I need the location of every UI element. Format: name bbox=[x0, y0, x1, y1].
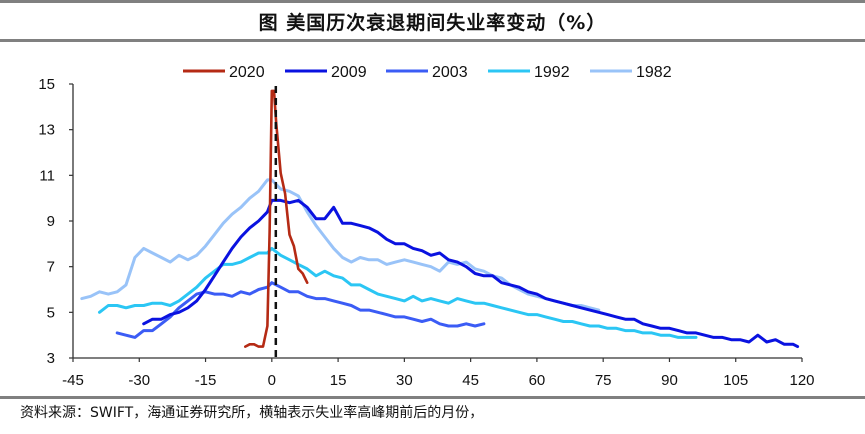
axes: 3 5 7 9 11 13 15 -45 -30 -15 0 15 30 45 60 75 90 105 120 bbox=[38, 76, 814, 389]
x-tick-label: -15 bbox=[195, 372, 217, 389]
chart-title: 图 美国历次衰退期间失业率变动（%） bbox=[258, 11, 607, 34]
x-tick-label: 0 bbox=[268, 372, 276, 389]
legend-item-1992: 1992 bbox=[488, 64, 570, 81]
y-tick-label: 9 bbox=[47, 213, 55, 230]
x-tick-label: -30 bbox=[128, 372, 150, 389]
series-line-2020 bbox=[244, 89, 309, 348]
x-tick-label: 15 bbox=[330, 372, 347, 389]
series-line-2009 bbox=[142, 198, 800, 349]
line-chart: 3 5 7 9 11 13 15 -45 -30 -15 0 15 30 45 60 75 90 105 120 2… bbox=[38, 64, 814, 389]
x-tick-label: 120 bbox=[789, 372, 814, 389]
legend-label: 2020 bbox=[229, 64, 265, 81]
x-tick-label: 30 bbox=[396, 372, 413, 389]
legend-item-2020: 2020 bbox=[183, 64, 265, 81]
x-tick-label: 105 bbox=[723, 372, 748, 389]
legend-item-1982: 1982 bbox=[590, 64, 672, 81]
x-tick-label: 90 bbox=[661, 372, 678, 389]
y-tick-label: 11 bbox=[39, 167, 55, 184]
x-tick-label: 45 bbox=[462, 372, 479, 389]
legend-label: 2009 bbox=[331, 64, 367, 81]
y-tick-label: 5 bbox=[47, 304, 55, 321]
y-tick-label: 15 bbox=[38, 76, 55, 93]
series-line-1982 bbox=[80, 178, 601, 312]
legend: 2020 2009 2003 1992 1982 bbox=[183, 64, 672, 81]
legend-item-2009: 2009 bbox=[285, 64, 367, 81]
series-line-2003 bbox=[115, 281, 486, 339]
legend-label: 2003 bbox=[432, 64, 468, 81]
y-tick-label: 7 bbox=[47, 259, 55, 276]
y-tick-label: 3 bbox=[47, 350, 55, 367]
legend-item-2003: 2003 bbox=[386, 64, 468, 81]
x-tick-label: -45 bbox=[62, 372, 84, 389]
chart-title-bar: 图 美国历次衰退期间失业率变动（%） bbox=[0, 0, 865, 42]
source-note: 资料来源：SWIFT，海通证券研究所，横轴表示失业率高峰期前后的月份， bbox=[20, 405, 484, 421]
y-tick-label: 13 bbox=[38, 122, 55, 139]
source-divider bbox=[0, 396, 865, 399]
legend-label: 1992 bbox=[534, 64, 570, 81]
x-tick-label: 75 bbox=[595, 372, 612, 389]
x-tick-label: 60 bbox=[529, 372, 546, 389]
series-lines bbox=[80, 89, 800, 349]
series-line-1992 bbox=[98, 246, 698, 339]
legend-label: 1982 bbox=[636, 64, 672, 81]
